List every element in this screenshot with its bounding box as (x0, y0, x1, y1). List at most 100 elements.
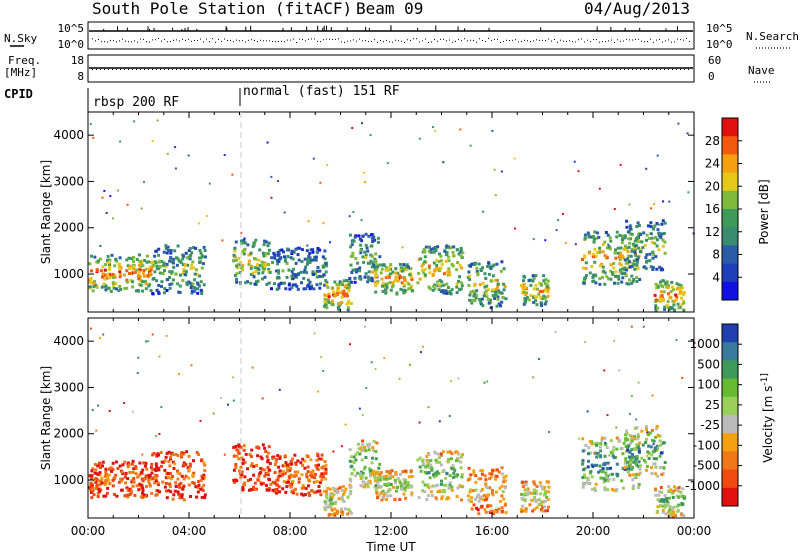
data-cell (656, 498, 660, 502)
data-cell (522, 274, 526, 278)
data-cell (276, 454, 280, 458)
data-cell (198, 274, 201, 278)
data-cell (656, 228, 660, 232)
nave-point (280, 69, 281, 70)
data-cell (403, 487, 407, 490)
data-cell (112, 286, 116, 290)
data-cell (645, 428, 648, 431)
data-cell (127, 256, 131, 260)
data-cell (324, 464, 328, 467)
data-cell (639, 233, 643, 236)
data-cell (672, 513, 676, 517)
data-cell (610, 271, 614, 275)
data-cell (107, 286, 110, 290)
nsearch-point (176, 39, 177, 41)
data-cell (609, 439, 613, 443)
data-cell (460, 473, 464, 477)
nave-point (272, 69, 273, 70)
data-cell (371, 472, 374, 476)
data-cell (110, 253, 114, 257)
nsearch-point (323, 39, 324, 41)
nsearch-point (623, 40, 624, 42)
data-cell (686, 132, 689, 135)
data-cell (543, 288, 547, 292)
nsearch-point (482, 39, 483, 41)
data-cell (246, 243, 250, 247)
data-cell (521, 286, 525, 290)
data-cell (169, 249, 173, 252)
nave-point (588, 69, 589, 70)
data-cell (349, 479, 353, 483)
data-cell (609, 277, 613, 281)
data-cell (100, 477, 104, 480)
data-cell (538, 358, 540, 360)
data-cell (500, 466, 504, 470)
nsearch-point (332, 39, 333, 40)
data-cell (488, 298, 492, 302)
data-cell (513, 157, 516, 160)
data-cell (287, 283, 291, 287)
data-cell (267, 488, 271, 492)
data-cell (91, 289, 95, 293)
data-cell (650, 472, 654, 475)
data-cell (400, 269, 404, 273)
data-cell (364, 256, 368, 260)
data-cell (254, 238, 258, 242)
data-cell (439, 266, 443, 270)
data-cell (103, 268, 107, 272)
data-cell (184, 251, 188, 255)
data-cell (101, 464, 104, 468)
data-cell (181, 263, 185, 267)
data-cell (474, 497, 477, 501)
data-cell (385, 498, 388, 501)
data-cell (343, 285, 347, 289)
data-cell (499, 269, 503, 273)
data-cell (601, 275, 604, 279)
data-cell (606, 461, 610, 465)
nave-point (432, 69, 433, 70)
data-cell (318, 481, 322, 485)
data-cell (345, 302, 349, 306)
data-cell (410, 284, 413, 288)
data-cell (658, 439, 662, 443)
nave-point (456, 69, 457, 70)
data-cell (394, 275, 398, 279)
nave-point (180, 69, 181, 70)
nave-point (620, 69, 621, 70)
data-cell (374, 260, 378, 264)
data-cell (90, 483, 94, 487)
data-cell (169, 457, 173, 461)
data-cell (504, 511, 508, 515)
data-cell (382, 263, 386, 267)
data-cell (348, 492, 352, 496)
data-cell (439, 290, 443, 294)
data-cell (521, 504, 525, 508)
data-cell (479, 495, 483, 499)
data-cell (262, 268, 266, 272)
data-cell (445, 259, 448, 263)
data-cell (654, 255, 658, 259)
data-cell (368, 442, 372, 446)
nsearch-point (233, 41, 234, 43)
data-cell (158, 265, 162, 268)
data-cell (381, 284, 385, 288)
data-cell (587, 235, 591, 239)
y-tick-label: 3000 (53, 174, 84, 188)
data-cell (600, 438, 604, 442)
colorbar-segment (722, 190, 738, 210)
data-cell (235, 258, 238, 262)
data-cell (249, 251, 253, 255)
data-cell (632, 447, 636, 451)
data-cell (324, 270, 328, 274)
data-cell (436, 483, 440, 487)
data-cell (595, 455, 599, 459)
data-cell (150, 462, 154, 466)
nsearch-point (686, 38, 687, 39)
data-cell (630, 437, 634, 441)
nave-point (332, 69, 333, 70)
data-cell (352, 468, 356, 472)
data-cell (139, 495, 143, 499)
data-cell (455, 291, 459, 295)
nsearch-point (416, 38, 417, 40)
data-cell (680, 513, 684, 517)
